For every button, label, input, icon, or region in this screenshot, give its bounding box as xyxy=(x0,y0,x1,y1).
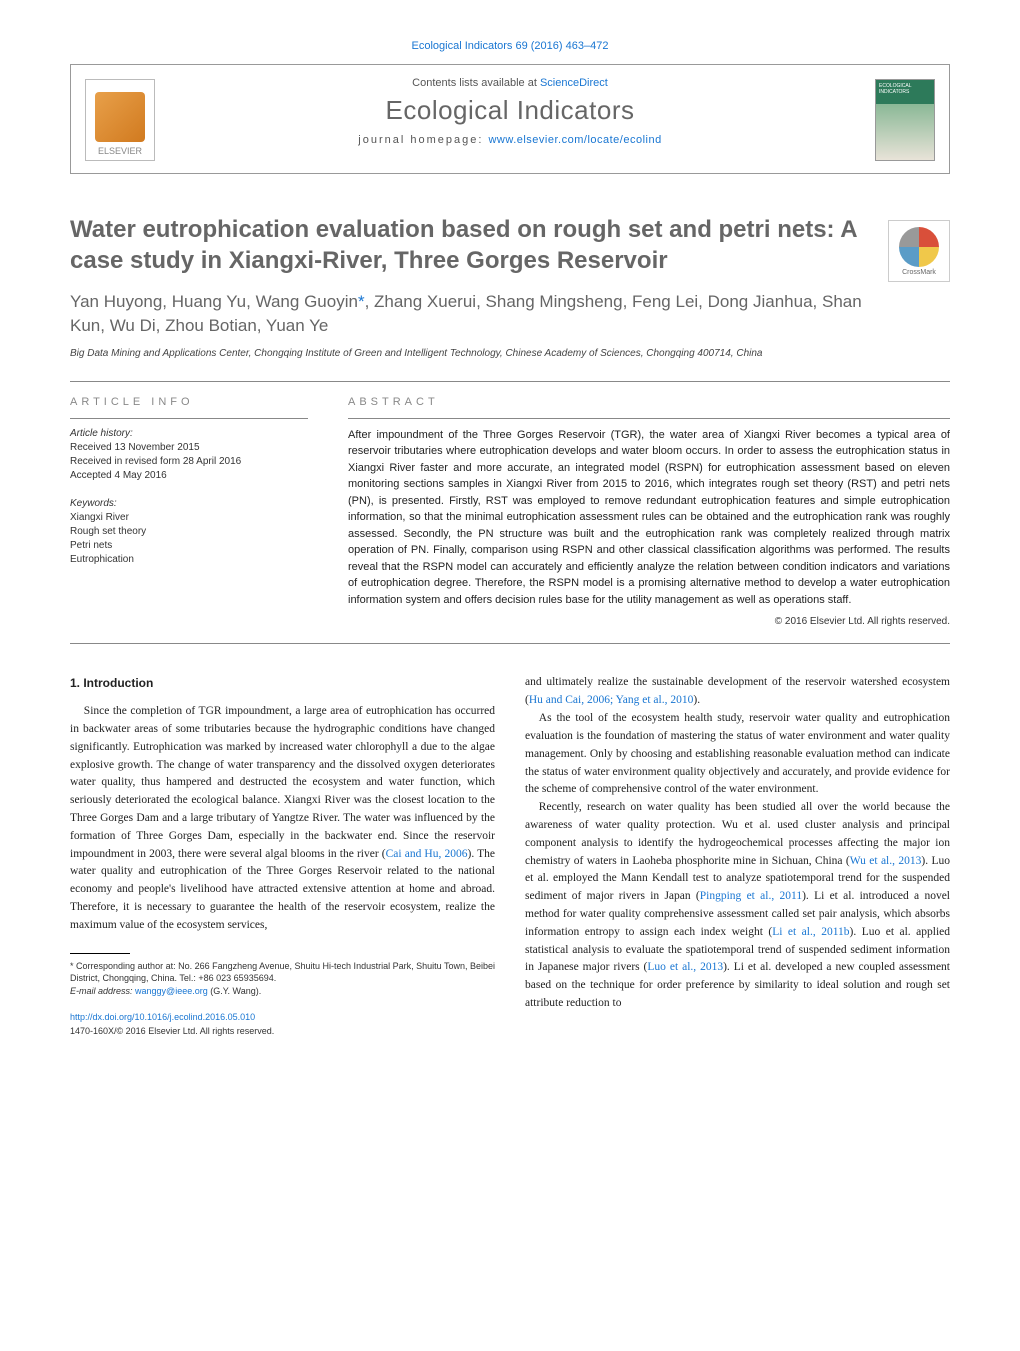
divider-abstract xyxy=(348,418,950,419)
left-column: 1. Introduction Since the completion of … xyxy=(70,674,495,1039)
elsevier-logo[interactable]: ELSEVIER xyxy=(85,79,155,161)
section-1-title: 1. Introduction xyxy=(70,674,495,693)
keyword: Rough set theory xyxy=(70,525,308,539)
journal-cover-thumbnail[interactable] xyxy=(875,79,935,161)
corresponding-asterisk: * xyxy=(358,292,365,311)
crossmark-badge[interactable]: CrossMark xyxy=(888,220,950,282)
homepage-line: journal homepage: www.elsevier.com/locat… xyxy=(91,134,929,146)
p1-text: Since the completion of TGR impoundment,… xyxy=(70,705,495,860)
journal-name: Ecological Indicators xyxy=(91,95,929,126)
divider-info xyxy=(70,418,308,419)
issn-copyright: 1470-160X/© 2016 Elsevier Ltd. All right… xyxy=(70,1025,495,1039)
keywords-block: Keywords: Xiangxi River Rough set theory… xyxy=(70,497,308,567)
keyword: Petri nets xyxy=(70,539,308,553)
citation-link[interactable]: Hu and Cai, 2006; Yang et al., 2010 xyxy=(529,694,694,706)
abstract-text: After impoundment of the Three Gorges Re… xyxy=(348,427,950,609)
keyword: Xiangxi River xyxy=(70,511,308,525)
crossmark-label: CrossMark xyxy=(902,269,936,276)
citation-link[interactable]: Ecological Indicators 69 (2016) 463–472 xyxy=(412,40,609,52)
history-label: Article history: xyxy=(70,427,308,441)
authors: Yan Huyong, Huang Yu, Wang Guoyin*, Zhan… xyxy=(70,290,870,338)
sciencedirect-link[interactable]: ScienceDirect xyxy=(540,77,608,89)
doi-block: http://dx.doi.org/10.1016/j.ecolind.2016… xyxy=(70,1011,495,1039)
citation-link[interactable]: Pingping et al., 2011 xyxy=(700,890,802,902)
crossmark-icon xyxy=(899,227,939,267)
keywords-label: Keywords: xyxy=(70,497,308,511)
history-revised: Received in revised form 28 April 2016 xyxy=(70,455,308,469)
article-header: CrossMark Water eutrophication evaluatio… xyxy=(70,214,950,359)
citation-bar: Ecological Indicators 69 (2016) 463–472 xyxy=(70,40,950,52)
history-received: Received 13 November 2015 xyxy=(70,441,308,455)
history-accepted: Accepted 4 May 2016 xyxy=(70,469,308,483)
abstract-copyright: © 2016 Elsevier Ltd. All rights reserved… xyxy=(348,616,950,627)
intro-paragraph-1: Since the completion of TGR impoundment,… xyxy=(70,703,495,935)
elsevier-tree-icon xyxy=(95,92,145,142)
email-line: E-mail address: wanggy@ieee.org (G.Y. Wa… xyxy=(70,985,495,998)
homepage-link[interactable]: www.elsevier.com/locate/ecolind xyxy=(488,134,661,146)
citation-link[interactable]: Cai and Hu, 2006 xyxy=(386,848,468,860)
authors-part1: Yan Huyong, Huang Yu, Wang Guoyin xyxy=(70,292,358,311)
citation-link[interactable]: Wu et al., 2013 xyxy=(850,855,922,867)
homepage-prefix: journal homepage: xyxy=(358,134,488,146)
right-column: and ultimately realize the sustainable d… xyxy=(525,674,950,1039)
article-title: Water eutrophication evaluation based on… xyxy=(70,214,870,276)
corr-text: * Corresponding author at: No. 266 Fangz… xyxy=(70,960,495,985)
contents-prefix: Contents lists available at xyxy=(412,77,540,89)
email-label: E-mail address: xyxy=(70,986,135,996)
footnote-separator xyxy=(70,953,130,954)
info-abstract-row: article info Article history: Received 1… xyxy=(70,396,950,628)
body-columns: 1. Introduction Since the completion of … xyxy=(70,674,950,1039)
citation-link[interactable]: Li et al., 2011b xyxy=(772,926,849,938)
article-info-header: article info xyxy=(70,396,308,408)
email-link[interactable]: wanggy@ieee.org xyxy=(135,986,208,996)
p3: Recently, research on water quality has … xyxy=(525,799,950,1013)
corresponding-footnote: * Corresponding author at: No. 266 Fangz… xyxy=(70,960,495,998)
p-text-end: ). xyxy=(693,694,700,706)
divider-top xyxy=(70,381,950,382)
abstract-column: abstract After impoundment of the Three … xyxy=(348,396,950,628)
citation-link[interactable]: Luo et al., 2013 xyxy=(647,961,723,973)
elsevier-label: ELSEVIER xyxy=(98,146,142,156)
article-history: Article history: Received 13 November 20… xyxy=(70,427,308,483)
p1-cont: ). The water quality and eutrophication … xyxy=(70,848,495,931)
keyword: Eutrophication xyxy=(70,553,308,567)
doi-link[interactable]: http://dx.doi.org/10.1016/j.ecolind.2016… xyxy=(70,1012,255,1022)
abstract-header: abstract xyxy=(348,396,950,408)
article-info-column: article info Article history: Received 1… xyxy=(70,396,308,628)
contents-line: Contents lists available at ScienceDirec… xyxy=(91,77,929,89)
p-continuation: and ultimately realize the sustainable d… xyxy=(525,674,950,710)
p2: As the tool of the ecosystem health stud… xyxy=(525,710,950,799)
divider-bottom xyxy=(70,643,950,644)
email-suffix: (G.Y. Wang). xyxy=(208,986,262,996)
journal-masthead: ELSEVIER Contents lists available at Sci… xyxy=(70,64,950,174)
affiliation: Big Data Mining and Applications Center,… xyxy=(70,348,870,359)
